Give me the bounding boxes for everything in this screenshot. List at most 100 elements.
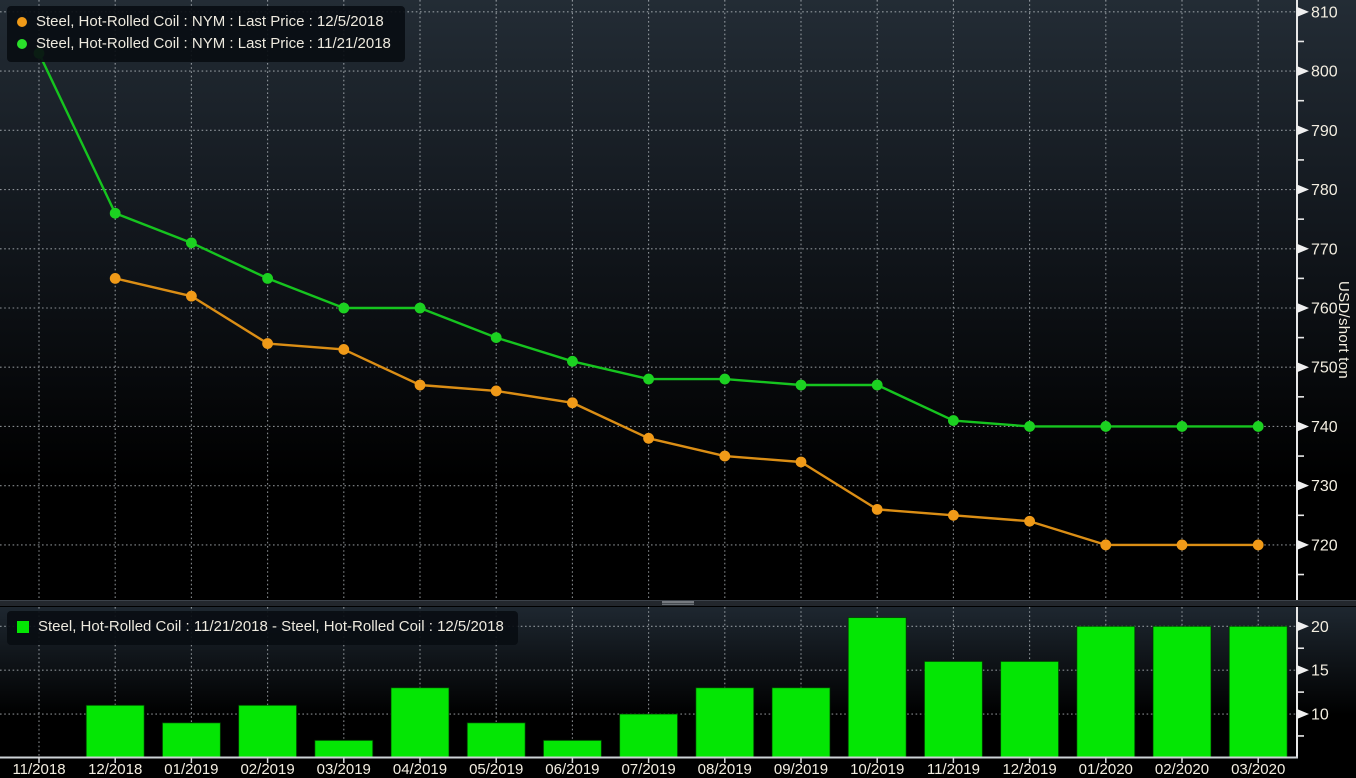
y-tick-label: 790 (1311, 123, 1338, 140)
y-tick-label: 20 (1311, 619, 1329, 636)
y-tick-label: 810 (1311, 4, 1338, 21)
x-tick-label: 12/2018 (88, 761, 142, 778)
data-point (109, 207, 121, 219)
panel-resize-grip[interactable] (662, 601, 694, 605)
data-point (1176, 421, 1188, 432)
data-point (1100, 421, 1112, 432)
data-point (1024, 515, 1035, 527)
spread-bar (85, 704, 145, 758)
price-panel-bg (0, 0, 1356, 600)
spread-bar (619, 713, 679, 758)
data-point (795, 456, 807, 468)
spread-legend[interactable]: Steel, Hot-Rolled Coil : 11/21/2018 - St… (7, 611, 518, 645)
data-point (948, 415, 959, 426)
legend-row-spread[interactable]: Steel, Hot-Rolled Coil : 11/21/2018 - St… (17, 616, 504, 638)
data-point (262, 338, 273, 349)
data-point (338, 344, 350, 355)
spread-bar (390, 687, 450, 758)
price-legend[interactable]: Steel, Hot-Rolled Coil : NYM : Last Pric… (7, 6, 405, 62)
data-point (719, 450, 731, 462)
data-point (414, 379, 426, 391)
x-tick-label: 12/2019 (1002, 761, 1056, 778)
x-tick-label: 03/2020 (1231, 761, 1285, 778)
data-point (262, 272, 273, 284)
spread-bar (695, 687, 755, 758)
data-point (414, 302, 426, 314)
x-tick-label: 07/2019 (621, 761, 675, 778)
x-axis: 11/2018 12/2018 01/2019 02/2019 03/2019 04/20… (0, 756, 1298, 778)
data-point (1024, 421, 1035, 432)
series-line (114, 277, 1259, 547)
y-tick-label: 720 (1311, 537, 1338, 554)
data-point (109, 272, 121, 284)
price-series-b (33, 47, 1264, 432)
x-tick-label: 02/2020 (1155, 761, 1209, 778)
y-tick-label: 10 (1311, 707, 1329, 724)
panel-divider (0, 600, 1356, 606)
y-tick-label: 750 (1311, 360, 1338, 377)
spread-bar (1076, 625, 1136, 758)
data-point (1252, 539, 1264, 551)
x-tick-label: 11/2019 (927, 761, 980, 778)
series-b-dot-icon (17, 39, 27, 49)
y-tick-label: 730 (1311, 478, 1338, 495)
data-point (490, 332, 502, 344)
series-a-label: Steel, Hot-Rolled Coil : NYM : Last Pric… (36, 13, 384, 30)
x-tick-label: 04/2019 (393, 761, 447, 778)
right-y-axis: 810 800 790 780 770 760 750 740 730 720 20 15 10 (1296, 0, 1338, 757)
x-tick-label: 03/2019 (317, 761, 371, 778)
data-point (643, 373, 654, 385)
x-tick-label: 01/2020 (1079, 761, 1133, 778)
spread-swatch-icon (17, 621, 29, 633)
x-tick-label: 10/2019 (850, 761, 904, 778)
spread-bars (85, 617, 1288, 758)
legend-row-series-b[interactable]: Steel, Hot-Rolled Coil : NYM : Last Pric… (17, 33, 391, 55)
x-tick-label: 09/2019 (774, 761, 828, 778)
spread-bar (466, 722, 526, 758)
y-tick-label: 740 (1311, 419, 1338, 436)
spread-bar (1152, 625, 1212, 758)
x-tick-label: 02/2019 (240, 761, 294, 778)
data-point (948, 509, 959, 521)
price-series-a (109, 272, 1264, 551)
spread-bar (1000, 660, 1060, 758)
data-point (871, 379, 883, 391)
data-point (1100, 539, 1112, 551)
data-point (871, 503, 883, 515)
data-point (1176, 539, 1188, 551)
data-point (719, 373, 731, 385)
spread-bar (847, 617, 907, 758)
data-point (1252, 421, 1264, 432)
y-tick-label: 15 (1311, 663, 1329, 680)
legend-row-series-a[interactable]: Steel, Hot-Rolled Coil : NYM : Last Pric… (17, 11, 391, 33)
y-axis-title: USD/short ton (1335, 280, 1352, 380)
spread-bar (238, 704, 298, 758)
series-a-dot-icon (17, 17, 27, 27)
spread-label: Steel, Hot-Rolled Coil : 11/21/2018 - St… (38, 618, 504, 635)
data-point (567, 355, 578, 367)
x-tick-label: 05/2019 (469, 761, 523, 778)
data-point (186, 237, 197, 249)
data-point (490, 385, 502, 397)
series-b-label: Steel, Hot-Rolled Coil : NYM : Last Pric… (36, 35, 391, 52)
y-tick-label: 780 (1311, 182, 1338, 199)
x-tick-label: 06/2019 (545, 761, 599, 778)
data-point (186, 290, 197, 302)
data-point (338, 302, 350, 314)
spread-bar (314, 739, 374, 758)
spread-bar (1228, 625, 1288, 758)
data-point (643, 432, 654, 444)
spread-bar (161, 722, 221, 758)
y-tick-label: 800 (1311, 64, 1338, 81)
x-tick-label: 01/2019 (164, 761, 218, 778)
spread-bar (771, 687, 831, 758)
spread-bar (923, 660, 983, 758)
y-tick-label: 770 (1311, 241, 1338, 258)
x-tick-label: 08/2019 (698, 761, 752, 778)
x-tick-label: 11/2018 (12, 761, 65, 778)
y-tick-label: 760 (1311, 300, 1338, 317)
data-point (567, 397, 578, 409)
data-point (795, 379, 807, 391)
